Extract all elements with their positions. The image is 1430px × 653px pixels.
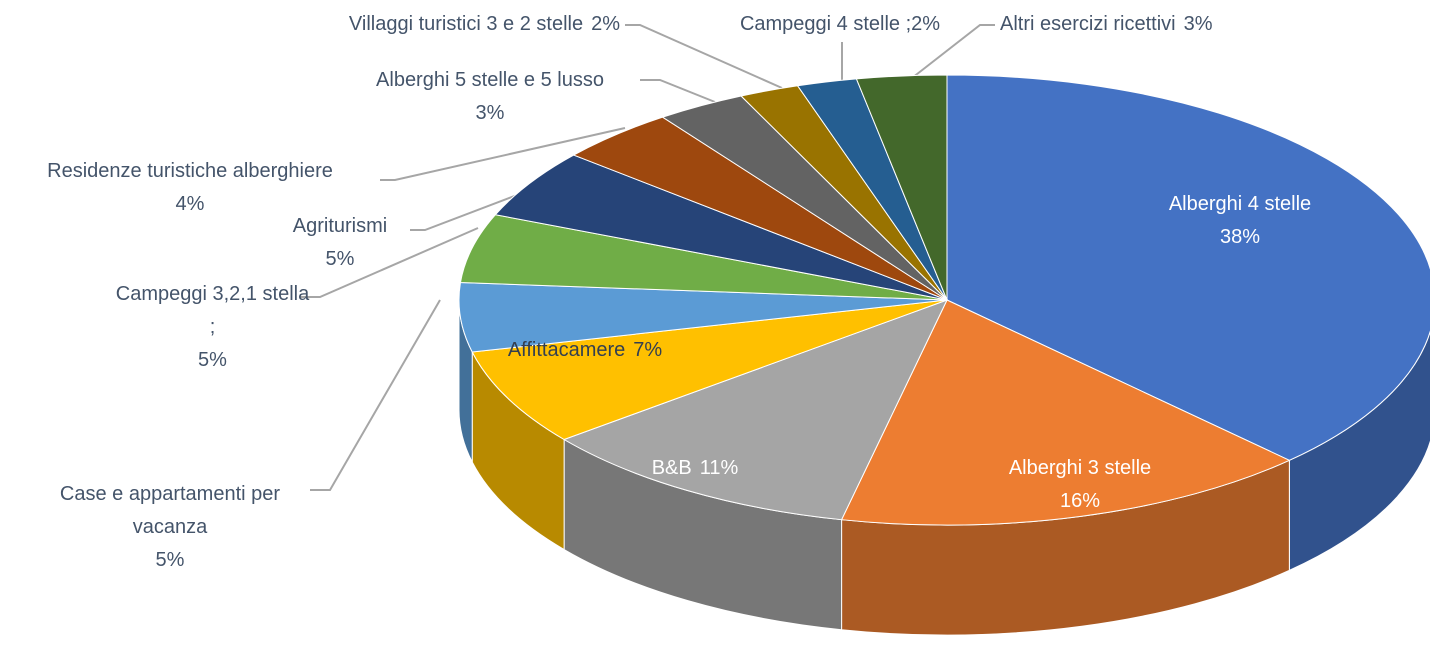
slice-label: B&B 11% [590,452,800,485]
leader-line [410,191,526,231]
value-label: 3% [475,102,505,124]
slice [855,74,948,301]
slice-label: Alberghi 4 stelle 38% [1140,188,1340,254]
category-label: Alberghi 5 stelle e 5 lusso [376,69,604,91]
slice-label: Altri esercizi ricettivi 3% [1000,8,1300,41]
category-label: Campeggi 4 stelle ; [739,13,912,35]
value-label: 2% [911,13,941,35]
value-label: 11% [699,457,739,479]
slice [946,74,1430,461]
slice [458,282,948,353]
category-label: Alberghi 4 stelle [1168,193,1312,215]
slice-sides [458,299,1430,636]
value-label: 4% [175,193,205,215]
value-label: 5% [325,248,355,270]
leader-line [380,127,626,181]
slice [562,299,948,521]
slice-label: Residenze turistiche alberghiere 4% [0,155,380,221]
slice-label: Affittacamere 7% [470,334,700,367]
leader-line [625,24,783,89]
value-label: 5% [155,549,185,571]
slice [471,299,948,441]
slice-label: Alberghi 5 stelle e 5 lusso 3% [330,64,650,130]
value-label: 5% [198,349,227,371]
leader-lines [300,24,995,491]
slice-label: Agriturismi 5% [260,210,420,276]
leader-line [310,299,441,491]
slice [840,299,1291,526]
value-label: 38% [1219,226,1261,248]
category-label: Alberghi 3 stelle [1008,457,1152,479]
leader-line [300,227,479,298]
slice-tops [458,74,1430,526]
slice [494,154,948,301]
category-label: Case e appartamenti per vacanza [59,483,281,538]
slice-label: Villaggi turistici 3 e 2 stelle 2% [230,8,620,41]
category-label: Residenze turistiche alberghiere [47,160,333,182]
category-label: Altri esercizi ricettivi [1000,13,1176,35]
value-label: 2% [591,13,620,35]
slice-label: Campeggi 3,2,1 stella ; 5% [115,278,310,377]
slice-label: Alberghi 3 stelle 16% [980,452,1180,518]
category-label: Agriturismi [292,215,388,237]
value-label: 3% [1183,13,1213,35]
category-label: Affittacamere [507,339,626,361]
slice-label: Case e appartamenti per vacanza 5% [20,478,320,577]
leader-line [911,24,995,79]
value-label: 7% [633,339,663,361]
category-label: B&B [651,457,692,479]
category-label: Campeggi 3,2,1 stella ; [115,283,310,338]
slice-label: Campeggi 4 stelle ;2% [680,8,1000,41]
leader-line [640,79,716,103]
category-label: Villaggi turistici 3 e 2 stelle [348,13,584,35]
value-label: 16% [1059,490,1101,512]
slice [459,214,948,301]
